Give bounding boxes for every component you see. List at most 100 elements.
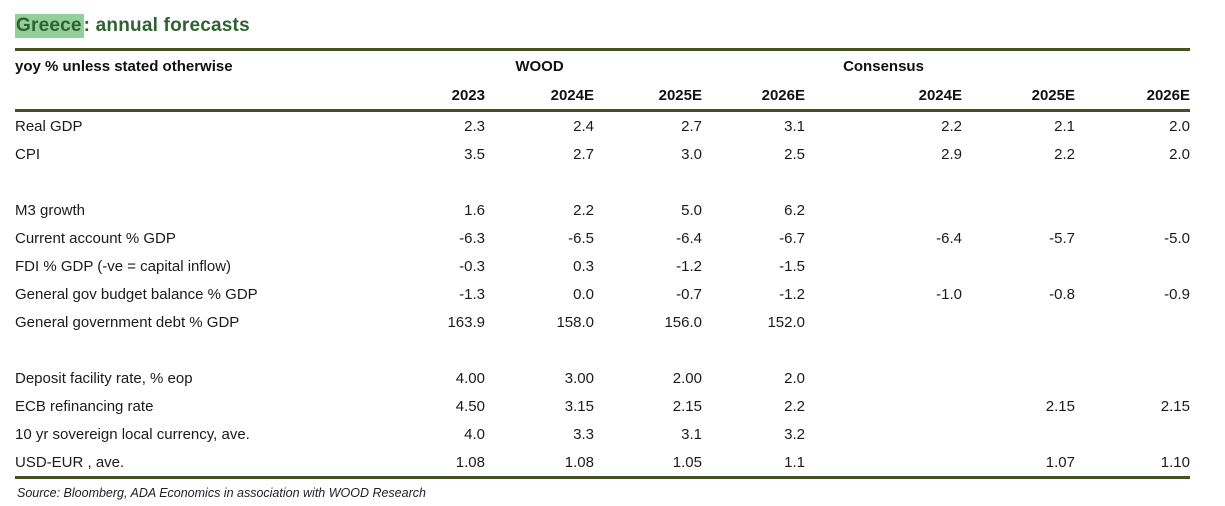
cell-value: 2.5: [784, 145, 805, 163]
table-row-gov-budget-balance: General gov budget balance % GDP -1.3 0.…: [15, 280, 1190, 308]
cell-value: 3.15: [564, 397, 594, 415]
cell-value: 158.0: [556, 313, 594, 331]
table-row-real-gdp: Real GDP 2.3 2.4 2.7 3.1 2.2 2.1 2.0: [15, 111, 1190, 141]
cell-value: [1075, 420, 1190, 448]
row-label: General gov budget balance % GDP: [15, 285, 258, 303]
cell-value: 2.7: [681, 117, 702, 135]
row-label: [15, 336, 375, 364]
cell-value: 2.9: [941, 145, 962, 163]
source-note: Source: Bloomberg, ADA Economics in asso…: [17, 486, 426, 500]
cell-value: [805, 196, 962, 224]
cell-value: 5.0: [681, 201, 702, 219]
row-label: Deposit facility rate, % eop: [15, 369, 193, 387]
table-row-cpi: CPI 3.5 2.7 3.0 2.5 2.9 2.2 2.0: [15, 140, 1190, 168]
cell-value: [805, 252, 962, 280]
forecast-table: yoy % unless stated otherwise WOOD Conse…: [15, 48, 1190, 479]
cell-value: 0.0: [573, 285, 594, 303]
cell-value: 3.00: [564, 369, 594, 387]
cell-value: [962, 364, 1075, 392]
year-header-consensus-2026e: 2026E: [1075, 81, 1190, 112]
cell-value: -6.7: [779, 229, 805, 247]
cell-value: [962, 308, 1075, 336]
cell-value: 1.05: [594, 448, 702, 479]
cell-value: [1075, 364, 1190, 392]
cell-value: [805, 420, 962, 448]
cell-value: -0.8: [1049, 285, 1075, 303]
row-label: Real GDP: [15, 117, 83, 135]
cell-value: 3.5: [464, 145, 485, 163]
row-label: M3 growth: [15, 201, 86, 219]
empty-header: [702, 50, 805, 82]
empty-header: [375, 50, 485, 82]
cell-value: 4.0: [464, 425, 485, 443]
cell-value: 2.7: [573, 145, 594, 163]
cell-value: -0.7: [676, 285, 702, 303]
cell-value: -1.0: [936, 285, 962, 303]
table-row-gov-debt: General government debt % GDP 163.9 158.…: [15, 308, 1190, 336]
cell-value: -1.3: [459, 285, 485, 303]
empty-header: [594, 50, 702, 82]
unit-header: yoy % unless stated otherwise: [15, 57, 233, 75]
cell-value: -6.5: [568, 229, 594, 247]
cell-value: 4.00: [455, 369, 485, 387]
table-row-usd-eur: USD-EUR , ave. 1.08 1.08 1.05 1.1 1.07 1…: [15, 448, 1190, 479]
table-row-ecb-refinancing-rate: ECB refinancing rate 4.50 3.15 2.15 2.2 …: [15, 392, 1190, 420]
cell-value: 2.0: [1169, 117, 1190, 135]
year-header-row: 2023 2024E 2025E 2026E 2024E 2025E 2026E: [15, 81, 1190, 112]
cell-value: -5.0: [1164, 229, 1190, 247]
cell-value: [1075, 252, 1190, 280]
row-label: Current account % GDP: [15, 229, 176, 247]
cell-value: -5.7: [1049, 229, 1075, 247]
cell-value: -1.2: [676, 257, 702, 275]
cell-value: 3.1: [681, 425, 702, 443]
cell-value: 3.1: [784, 117, 805, 135]
row-label: CPI: [15, 145, 41, 163]
cell-value: 3.2: [784, 425, 805, 443]
year-header-2023: 2023: [375, 81, 485, 112]
group-header-wood: WOOD: [515, 57, 564, 75]
cell-value: 2.1: [1054, 117, 1075, 135]
cell-value: [1075, 196, 1190, 224]
year-header-consensus-2024e: 2024E: [805, 81, 962, 112]
empty-header: [15, 81, 375, 112]
cell-value: 2.2: [941, 117, 962, 135]
cell-value: 1.1: [702, 448, 805, 479]
cell-value: 2.2: [784, 397, 805, 415]
cell-value: 156.0: [664, 313, 702, 331]
cell-value: 2.15: [1045, 397, 1075, 415]
cell-value: [805, 392, 962, 420]
table-row-deposit-facility-rate: Deposit facility rate, % eop 4.00 3.00 2…: [15, 364, 1190, 392]
cell-value: 2.0: [784, 369, 805, 387]
year-header-wood-2026e: 2026E: [702, 81, 805, 112]
cell-value: 1.08: [375, 448, 485, 479]
table-row-m3-growth: M3 growth 1.6 2.2 5.0 6.2: [15, 196, 1190, 224]
cell-value: 2.00: [672, 369, 702, 387]
spacer-row: [15, 336, 1190, 364]
cell-value: 2.2: [573, 201, 594, 219]
row-label: [15, 168, 375, 196]
cell-value: 1.08: [485, 448, 594, 479]
row-label: USD-EUR , ave.: [15, 448, 375, 479]
table-row-current-account: Current account % GDP -6.3 -6.5 -6.4 -6.…: [15, 224, 1190, 252]
cell-value: -1.5: [779, 257, 805, 275]
cell-value: 3.3: [573, 425, 594, 443]
cell-value: -6.4: [676, 229, 702, 247]
title-highlighted-country: Greece: [15, 14, 84, 38]
cell-value: 163.9: [447, 313, 485, 331]
cell-value: -6.3: [459, 229, 485, 247]
cell-value: 152.0: [767, 313, 805, 331]
cell-value: 6.2: [784, 201, 805, 219]
spacer-row: [15, 168, 1190, 196]
cell-value: -0.9: [1164, 285, 1190, 303]
cell-value: 0.3: [573, 257, 594, 275]
row-label: ECB refinancing rate: [15, 397, 154, 415]
cell-value: -6.4: [936, 229, 962, 247]
group-header-consensus: Consensus: [843, 57, 924, 75]
table-row-10yr-sovereign: 10 yr sovereign local currency, ave. 4.0…: [15, 420, 1190, 448]
empty-header: [962, 50, 1075, 82]
cell-value: 3.0: [681, 145, 702, 163]
cell-value: [1075, 308, 1190, 336]
page-title: Greece: annual forecasts: [15, 0, 1225, 48]
year-header-wood-2025e: 2025E: [594, 81, 702, 112]
